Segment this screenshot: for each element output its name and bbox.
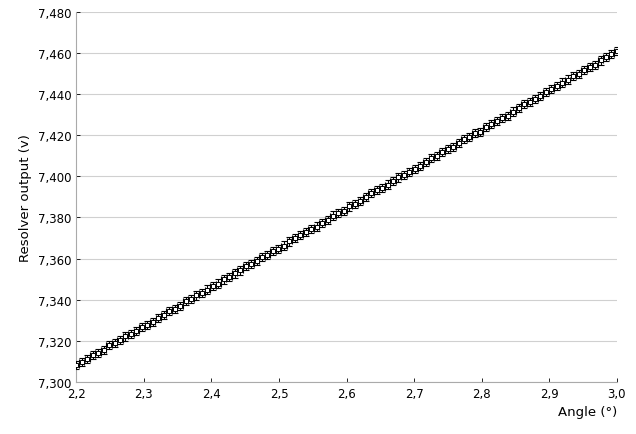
X-axis label: Angle (°): Angle (°)	[558, 405, 617, 418]
Y-axis label: Resolver output (v): Resolver output (v)	[19, 134, 32, 261]
